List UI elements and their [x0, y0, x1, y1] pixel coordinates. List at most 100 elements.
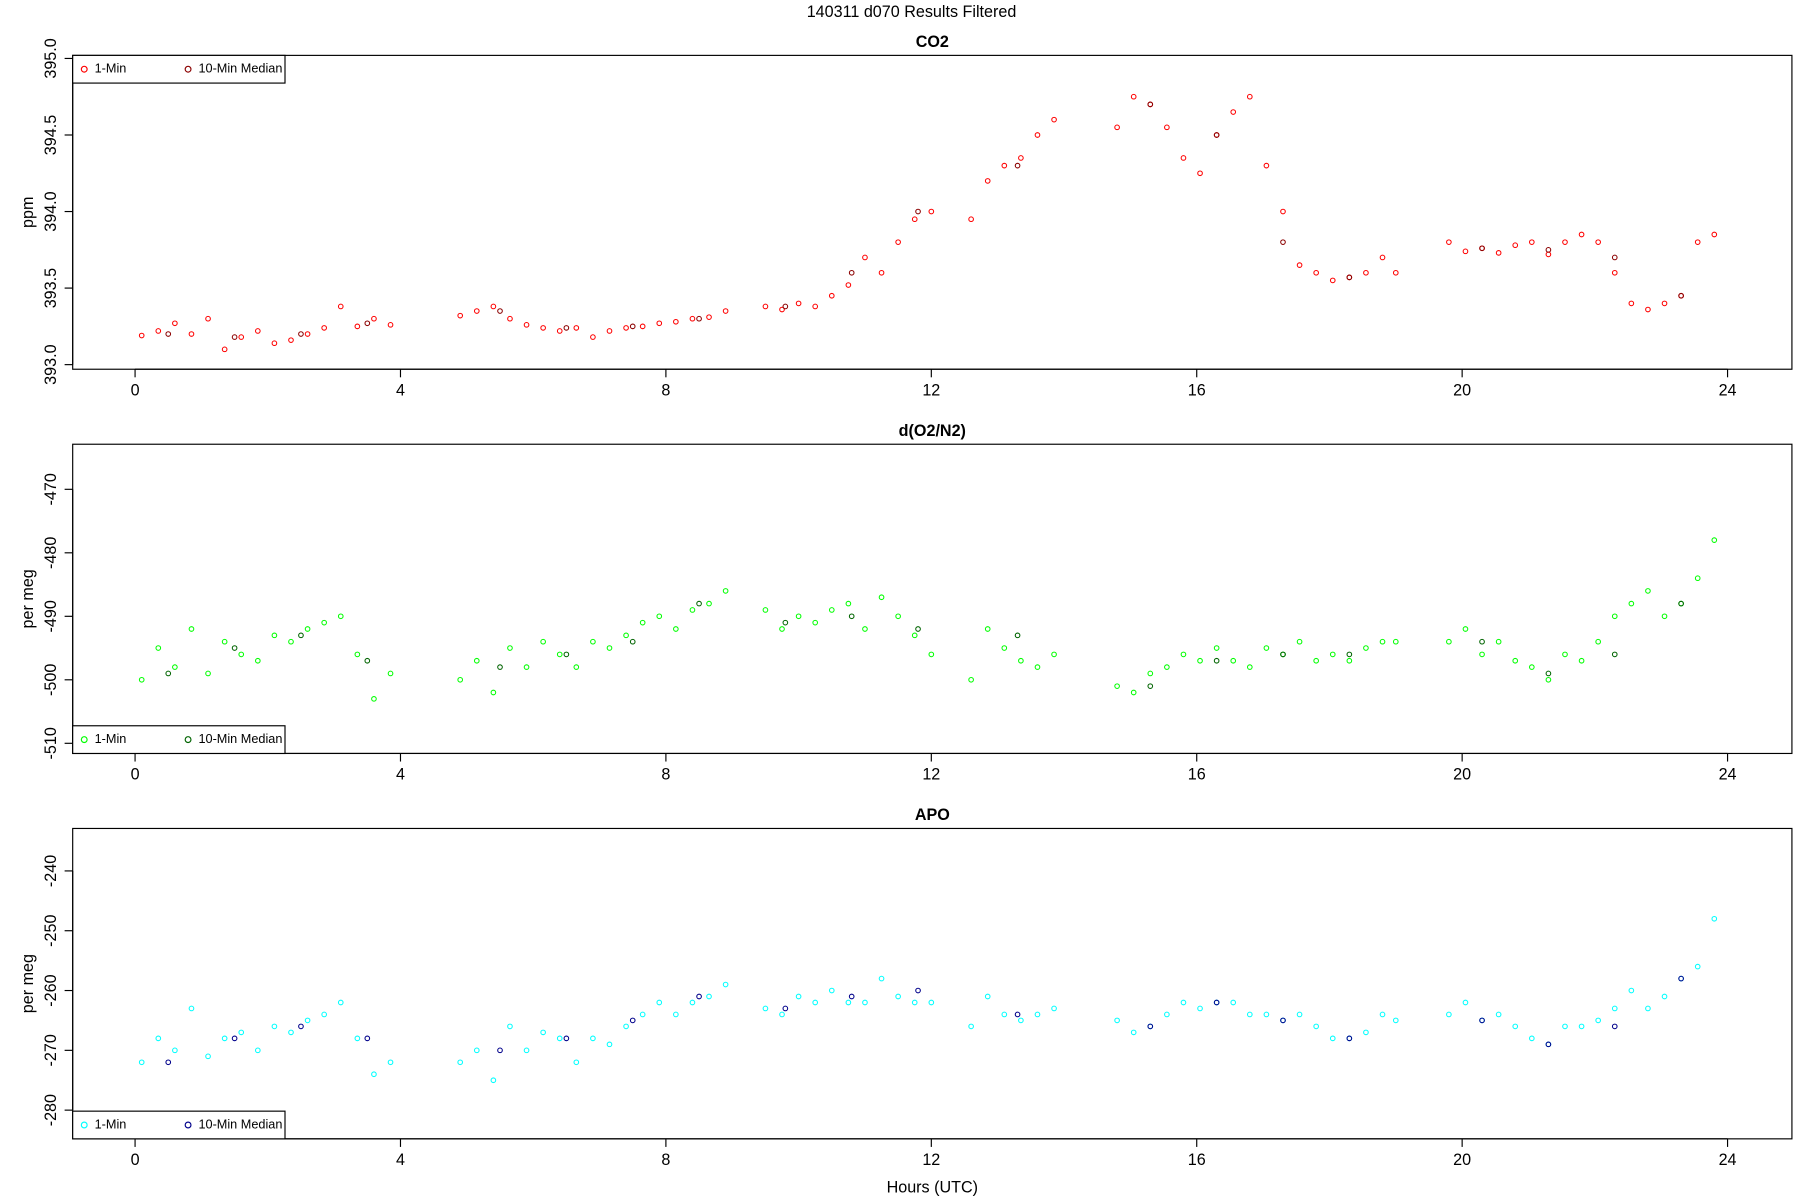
point — [573, 1059, 580, 1066]
point — [1130, 689, 1137, 696]
point — [782, 303, 789, 310]
point — [523, 664, 530, 670]
point — [1263, 1011, 1270, 1018]
point — [1661, 993, 1668, 1000]
point — [1495, 250, 1502, 256]
point — [706, 600, 712, 607]
x-tick-label: 12 — [922, 766, 940, 784]
point — [1479, 638, 1485, 645]
point — [205, 315, 211, 322]
point — [288, 638, 294, 645]
legend-marker — [80, 1121, 88, 1129]
point — [795, 613, 802, 620]
point — [1114, 683, 1120, 689]
point — [689, 607, 696, 613]
legend-marker — [184, 65, 192, 73]
point — [271, 1023, 278, 1030]
point — [556, 328, 563, 334]
point — [1694, 963, 1701, 970]
point — [556, 1035, 563, 1042]
point — [1051, 116, 1057, 123]
point — [165, 1059, 172, 1066]
point — [457, 676, 464, 683]
point — [590, 334, 596, 340]
point — [172, 1047, 178, 1054]
point — [165, 670, 172, 677]
x-tick-label: 0 — [131, 766, 140, 784]
point — [1628, 300, 1635, 307]
point — [606, 645, 613, 651]
panel-title: CO2 — [916, 33, 949, 51]
point — [762, 607, 769, 613]
point — [606, 1041, 613, 1048]
point — [1694, 575, 1701, 582]
point — [563, 651, 570, 658]
point — [304, 626, 311, 632]
point — [1379, 254, 1386, 261]
point — [371, 1071, 377, 1078]
point — [1164, 664, 1170, 670]
point — [1645, 306, 1651, 313]
point — [304, 331, 311, 337]
point — [1197, 1005, 1203, 1012]
point — [1346, 1035, 1353, 1042]
point — [238, 651, 245, 658]
point — [1462, 248, 1469, 255]
point — [497, 308, 503, 314]
point — [507, 645, 513, 651]
point — [1628, 600, 1635, 607]
x-tick-label: 20 — [1453, 1151, 1471, 1169]
x-tick-label: 8 — [661, 1151, 670, 1169]
point — [1001, 162, 1008, 169]
point — [812, 999, 819, 1006]
point — [1512, 1023, 1519, 1030]
point — [915, 208, 921, 215]
point — [706, 314, 712, 321]
point — [1446, 638, 1452, 645]
point — [915, 987, 921, 994]
point — [497, 1047, 503, 1054]
point — [1180, 651, 1187, 658]
point — [656, 613, 663, 620]
point — [1611, 1005, 1618, 1012]
point — [1595, 638, 1601, 645]
point — [812, 619, 819, 626]
point — [138, 676, 145, 683]
legend-label: 1-Min — [95, 62, 127, 76]
point — [1363, 645, 1369, 651]
x-tick-label: 0 — [131, 381, 140, 399]
y-tick-label: -490 — [42, 600, 60, 632]
point — [1014, 632, 1021, 639]
point — [490, 1077, 497, 1084]
point — [629, 323, 636, 330]
y-tick-label: -510 — [42, 727, 60, 759]
point — [1346, 657, 1353, 664]
point — [1014, 1011, 1021, 1018]
point — [812, 303, 819, 310]
point — [1545, 246, 1552, 253]
point — [696, 993, 702, 1000]
point — [172, 320, 178, 327]
point — [1562, 239, 1568, 245]
point — [1479, 651, 1485, 658]
point — [848, 269, 855, 276]
point — [706, 993, 712, 1000]
point — [1495, 638, 1502, 645]
point — [1213, 657, 1220, 664]
point — [231, 645, 238, 651]
plot-frame — [72, 827, 1793, 1140]
point — [911, 999, 918, 1006]
point — [1197, 657, 1203, 664]
point — [138, 1059, 145, 1066]
point — [928, 651, 935, 658]
point — [364, 1035, 371, 1042]
point — [1246, 93, 1253, 100]
point — [238, 334, 245, 340]
point — [155, 645, 162, 651]
point — [1018, 1017, 1024, 1024]
point — [1363, 1029, 1369, 1036]
point — [1180, 999, 1187, 1006]
x-tick-label: 4 — [396, 381, 405, 399]
point — [337, 303, 344, 310]
point — [779, 1011, 785, 1018]
